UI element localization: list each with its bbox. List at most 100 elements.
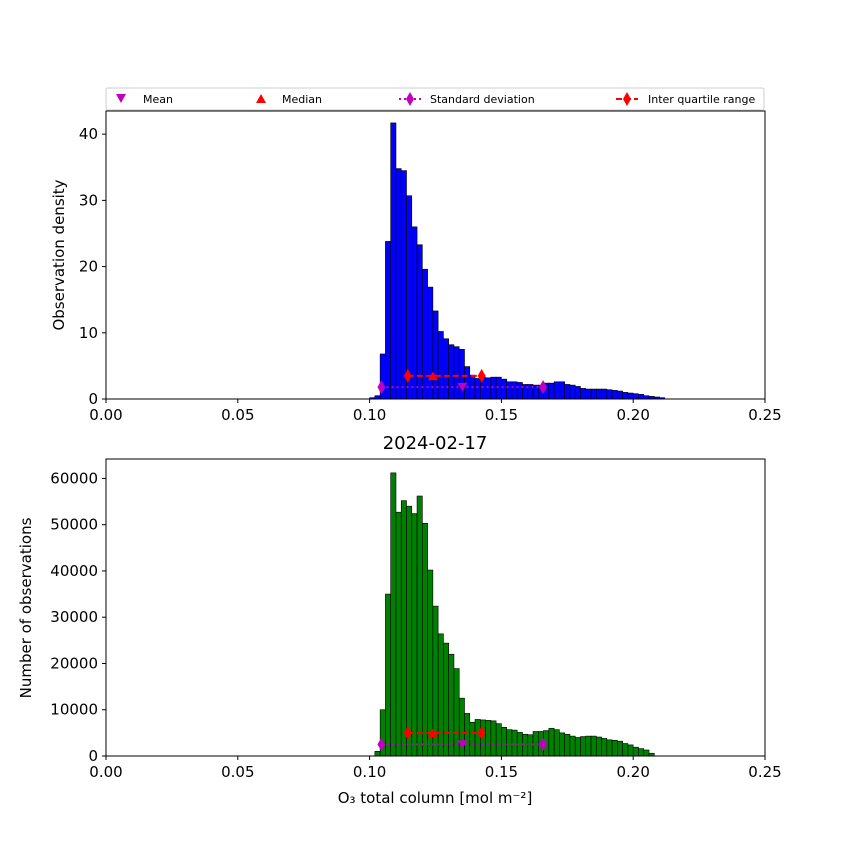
count-bar	[638, 748, 645, 757]
density-axes-frame	[105, 110, 766, 400]
density-bar	[638, 394, 645, 400]
count-y-tick-label: 0	[88, 747, 98, 765]
count-y-tick-label: 30000	[50, 608, 98, 626]
count-bar	[595, 736, 602, 757]
density-bar	[559, 381, 565, 400]
count-bar	[643, 749, 650, 757]
density-bar	[390, 122, 397, 400]
count-iqr-high-marker	[477, 725, 486, 740]
legend-mean-marker	[116, 94, 126, 103]
count-bar	[580, 736, 587, 757]
count-bar	[490, 720, 497, 757]
density-iqr-high-marker	[477, 368, 486, 383]
count-bar	[632, 746, 639, 757]
density-y-tick-label: 10	[79, 324, 98, 342]
count-bar	[385, 593, 391, 757]
legend-frame	[105, 87, 765, 111]
count-axes-frame	[105, 458, 766, 757]
count-y-tick-label: 20000	[50, 654, 98, 672]
count-bar	[427, 569, 434, 757]
count-bar	[590, 735, 597, 757]
density-bar	[474, 378, 481, 400]
density-x-tick-label: 0.15	[485, 406, 518, 424]
count-y-tick-label: 50000	[50, 516, 98, 534]
density-bar	[437, 331, 444, 400]
density-y-tick-label: 0	[88, 390, 98, 408]
legend: Mean Median Standard deviation Inter qua…	[105, 87, 765, 111]
count-statistics	[377, 725, 548, 752]
legend-mean-label: Mean	[143, 93, 173, 106]
count-std-high-marker	[539, 737, 548, 752]
density-y-tick-label: 40	[79, 125, 98, 143]
count-axes: 0.00 0.05 0.10 0.15 0.20 0.25 0 10000 20000 30000…	[50, 458, 782, 781]
count-bar	[506, 729, 513, 757]
count-bar	[627, 744, 634, 757]
legend-item-median: Median	[256, 93, 322, 106]
density-bar	[611, 390, 618, 400]
count-std-low-marker	[377, 737, 386, 752]
count-bar	[437, 633, 444, 757]
count-bar	[416, 495, 423, 757]
density-histogram-panel: 0.00 0.05 0.10 0.15 0.20 0.25 0 10 20 30 40 Observ…	[50, 110, 782, 424]
density-bar	[580, 388, 587, 400]
density-bar	[432, 310, 439, 400]
count-bar	[611, 739, 618, 757]
density-bar	[443, 338, 449, 400]
legend-iqr-marker	[623, 92, 631, 106]
density-bar	[590, 388, 597, 400]
density-bar	[400, 170, 407, 400]
count-x-tick-label: 0.20	[616, 763, 649, 781]
count-bar	[501, 727, 507, 757]
density-bar	[516, 382, 523, 400]
count-mean-marker	[457, 740, 468, 749]
density-bar	[595, 388, 602, 400]
count-bar	[406, 505, 413, 757]
count-x-tick-label: 0.10	[353, 763, 386, 781]
count-y-axis-label: Number of observations	[17, 517, 35, 698]
density-bar	[622, 392, 629, 400]
density-bar	[627, 392, 634, 400]
density-x-tick-label: 0.00	[89, 406, 122, 424]
count-bar	[474, 719, 481, 757]
density-y-axis-label: Observation density	[50, 179, 68, 330]
count-bar	[553, 729, 560, 757]
count-bar	[443, 642, 449, 757]
count-bar	[548, 727, 555, 757]
density-bar	[464, 366, 471, 400]
count-bar	[601, 738, 608, 757]
count-bar	[559, 732, 565, 757]
density-bar	[564, 384, 571, 400]
count-y-tick-label: 60000	[50, 469, 98, 487]
count-bar	[422, 522, 428, 757]
density-bar	[422, 268, 428, 400]
count-x-tick-label: 0.00	[89, 763, 122, 781]
count-bar	[622, 743, 629, 757]
density-bar	[385, 241, 391, 400]
legend-item-mean: Mean	[116, 93, 173, 106]
legend-std-marker	[406, 92, 414, 106]
density-bar	[448, 344, 455, 400]
count-bar	[400, 500, 407, 757]
count-x-tick-label: 0.05	[221, 763, 254, 781]
count-histogram-panel: 0.00 0.05 0.10 0.15 0.20 0.25 0 10000 20000 30000…	[17, 433, 782, 807]
density-mean-marker	[457, 382, 468, 392]
density-bars	[369, 122, 666, 400]
density-bar	[606, 389, 613, 400]
count-chart-title: 2024-02-17	[383, 433, 488, 454]
density-y-tick-label: 30	[79, 191, 98, 209]
count-bar	[569, 735, 576, 757]
legend-median-label: Median	[282, 93, 322, 106]
density-y-tick-label: 20	[79, 258, 98, 276]
legend-item-standard-deviation: Standard deviation	[399, 92, 535, 106]
count-bars	[374, 472, 655, 757]
count-bar	[606, 739, 613, 757]
density-bar	[458, 349, 465, 400]
count-bar	[469, 721, 476, 757]
legend-iqr-label: Inter quartile range	[648, 93, 755, 106]
density-x-tick-label: 0.10	[353, 406, 386, 424]
density-x-tick-label: 0.25	[748, 406, 781, 424]
count-bar	[485, 720, 492, 757]
legend-item-inter-quartile-range: Inter quartile range	[616, 92, 755, 106]
count-x-tick-label: 0.15	[485, 763, 518, 781]
